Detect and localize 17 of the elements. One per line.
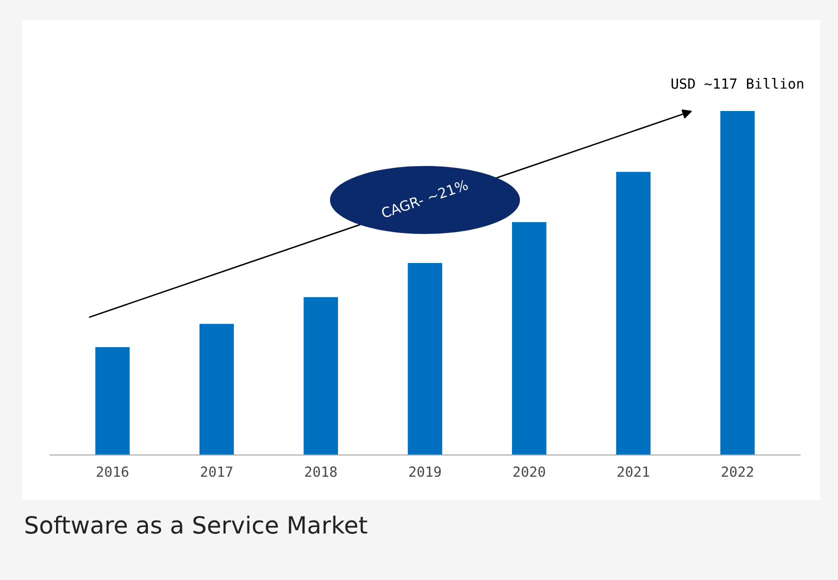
annotation: CAGR- ~21% — [380, 179, 468, 218]
data-label: USD ~117 Billion — [672, 78, 804, 89]
x-tick-label: 2019 — [409, 466, 441, 477]
bar — [304, 297, 338, 455]
bar — [408, 263, 442, 455]
bar — [616, 172, 651, 455]
x-tick-label: 2017 — [200, 466, 232, 477]
x-tick-label: 2020 — [513, 466, 545, 477]
x-tick-label: 2016 — [96, 466, 128, 477]
text: Software as a Service Market — [26, 516, 368, 534]
x-tick-label: 2022 — [722, 466, 754, 477]
bar — [199, 324, 234, 455]
bar — [720, 111, 755, 455]
bar — [95, 347, 130, 455]
x-tick-label: 2021 — [618, 466, 650, 477]
x-tick-label: 2018 — [305, 466, 337, 477]
bar — [512, 222, 546, 455]
